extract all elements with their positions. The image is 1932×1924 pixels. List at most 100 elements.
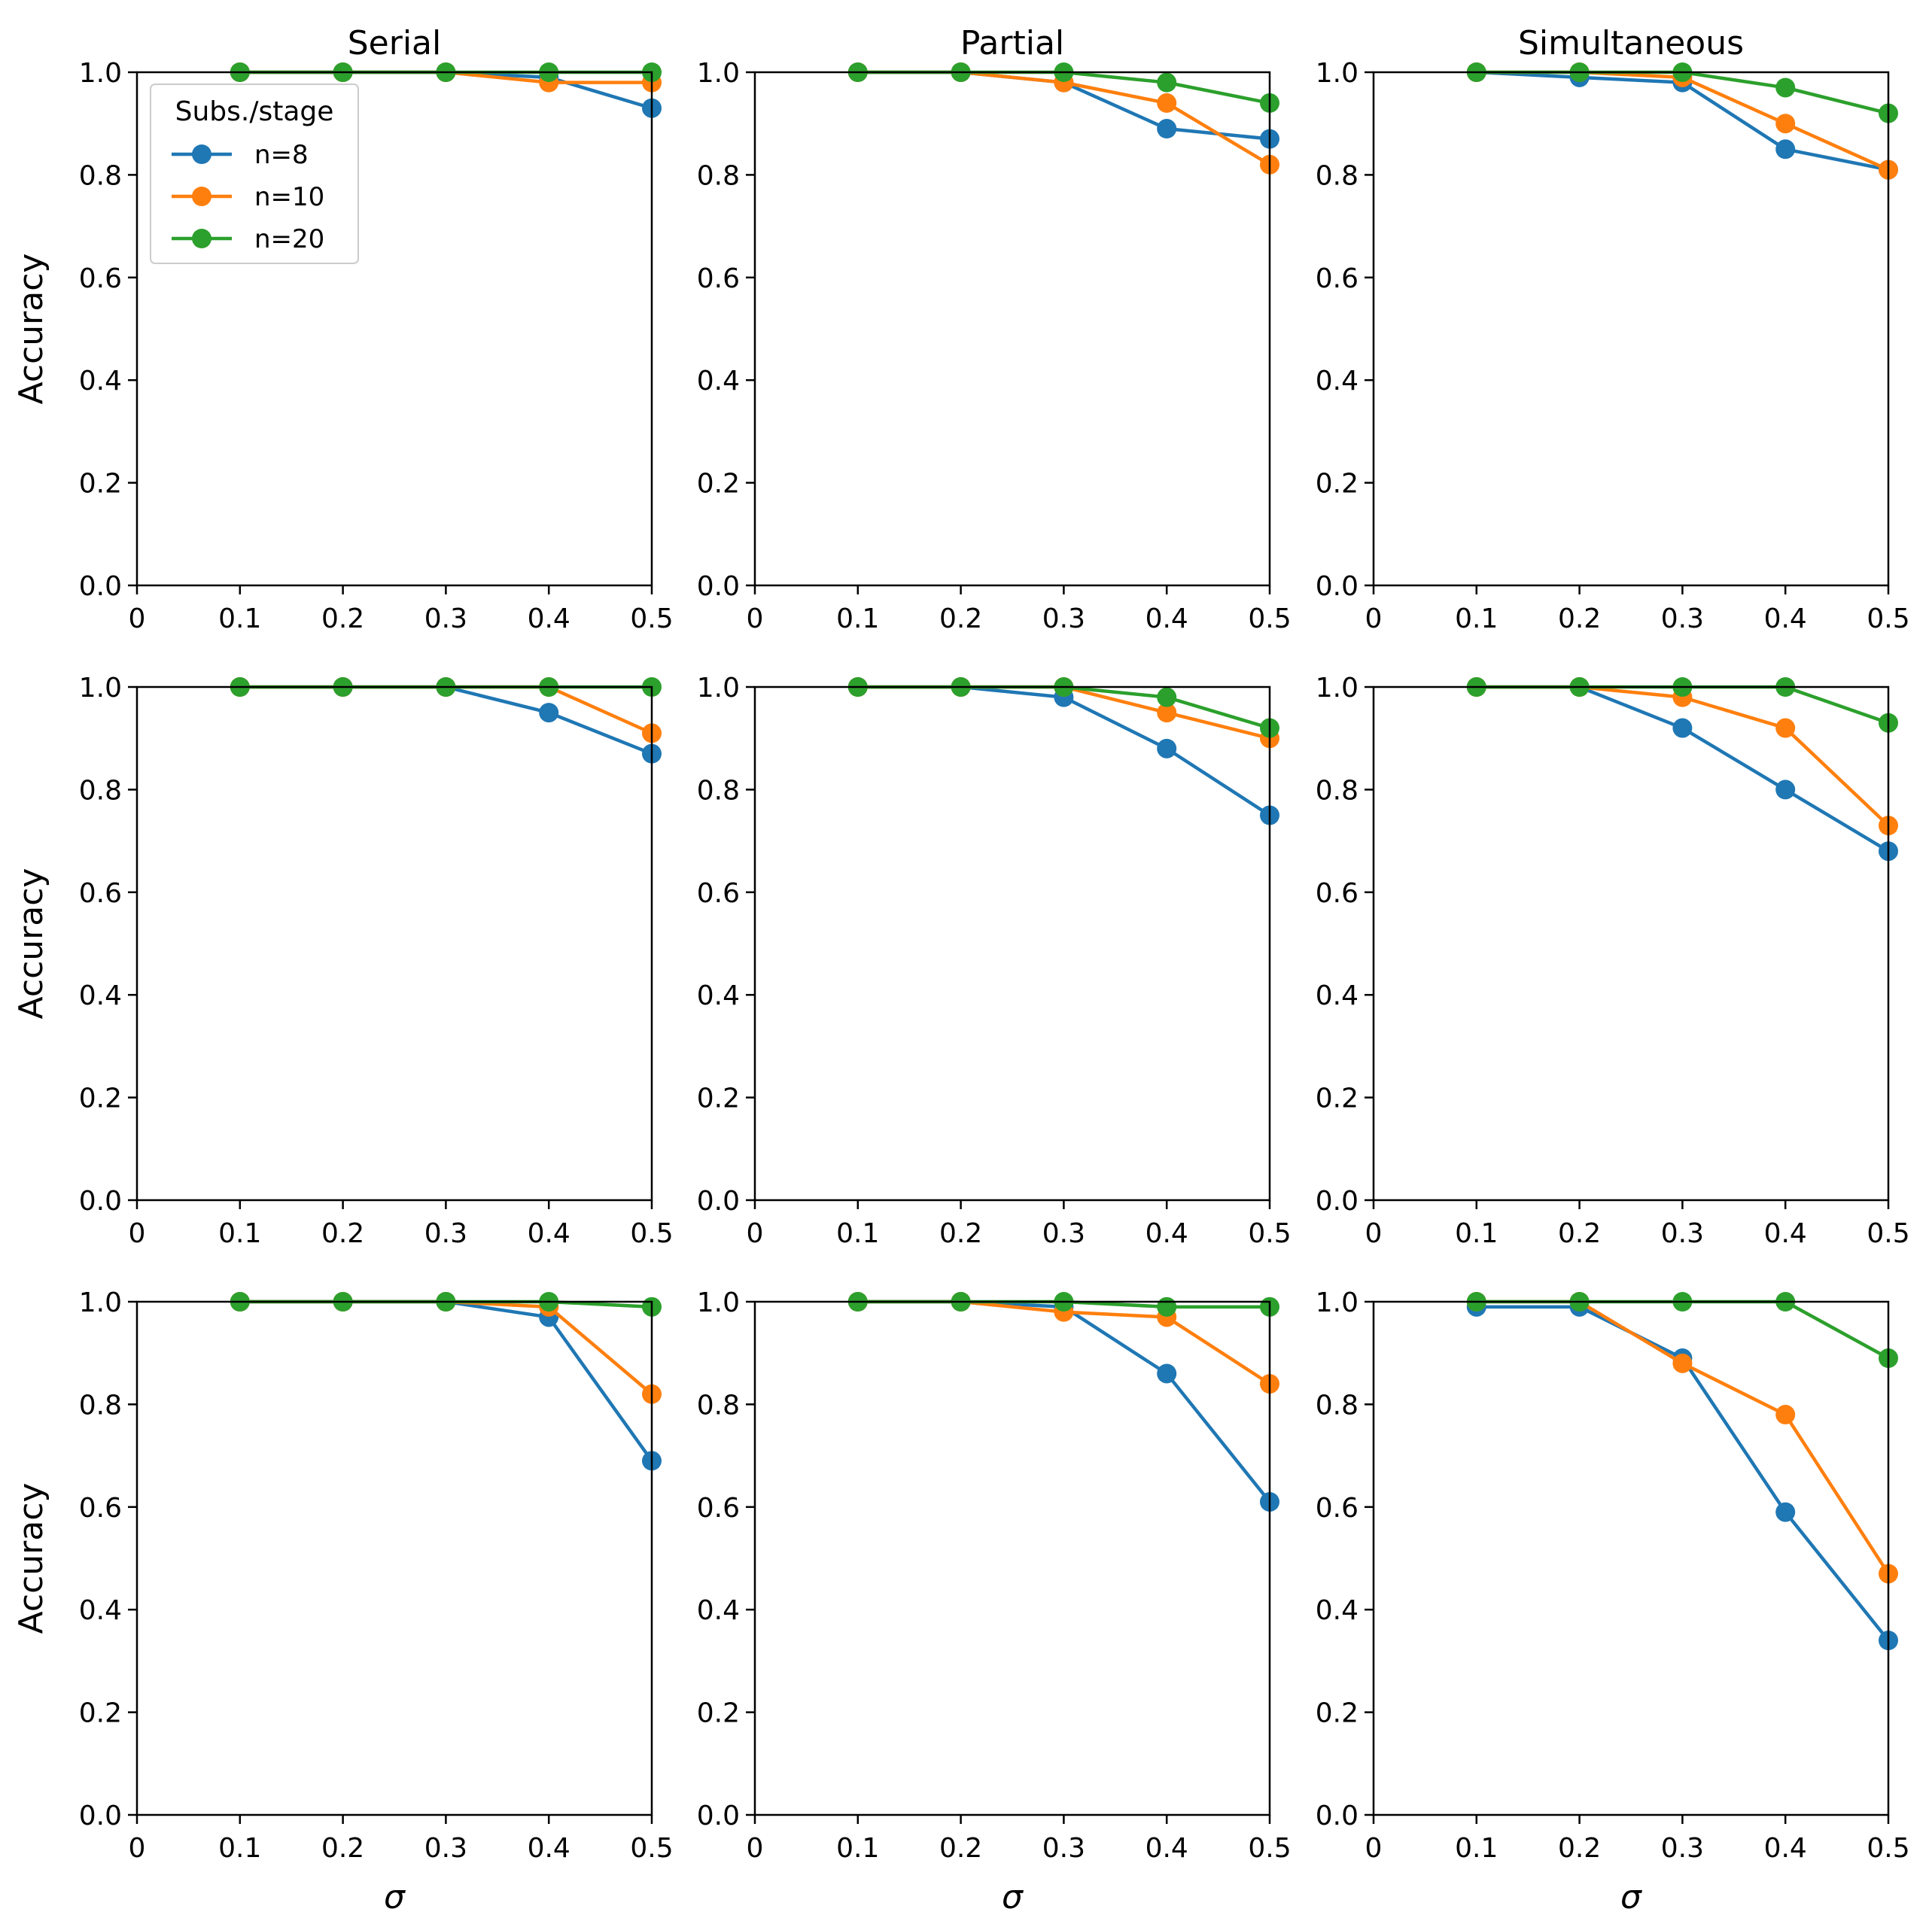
y-tick-label: 0.2 (697, 1084, 740, 1114)
x-tick-label: 0.1 (218, 1218, 261, 1249)
series-line-n8 (239, 1299, 653, 1462)
axes-frame (1372, 1300, 1890, 1816)
legend-box (150, 84, 359, 264)
data-point-n20-3 (1157, 72, 1177, 93)
x-tick-label: 0.4 (1146, 603, 1188, 634)
axes-frame (753, 71, 1271, 587)
x-tick-label: 0.2 (1558, 1218, 1601, 1249)
x-tick-label: 0.4 (1146, 1833, 1188, 1864)
series-line-n10 (239, 1299, 653, 1396)
legend-swatch-marker (192, 229, 211, 248)
y-tick-label: 0.8 (1316, 1390, 1358, 1421)
data-point-n10-3 (1775, 718, 1796, 738)
y-tick-label: 0.6 (79, 263, 122, 294)
x-tick-label: 0 (747, 1218, 764, 1249)
y-tick-label: 0.8 (697, 775, 740, 806)
y-tick-label: 0.2 (1316, 1698, 1358, 1729)
panel-r2-c0: 0.0 0.2 0.4 0.6 0.8 1.0 0 0.1 0.2 0.3 0.4 0.5 Accura… (12, 1287, 674, 1916)
panel-r0-c1: 0.0 0.2 0.4 0.6 0.8 1.0 0 0.1 0.2 0.3 0.4 0.5 Partia… (697, 24, 1292, 634)
y-tick-label: 0.4 (79, 980, 122, 1011)
x-tick-label: 0.5 (1248, 1218, 1291, 1249)
x-tick-label: 0 (747, 603, 764, 634)
y-tick-label: 0.8 (79, 1390, 122, 1421)
y-tick-label: 0.4 (1316, 1595, 1358, 1626)
y-tick-label: 1.0 (79, 1287, 122, 1318)
y-tick-label: 0.2 (1316, 469, 1358, 500)
data-point-n8-3 (1775, 139, 1796, 160)
y-tick-label: 0.2 (1316, 1084, 1358, 1114)
y-axis-label: Accuracy (12, 868, 50, 1020)
x-tick-label: 0.3 (424, 1218, 467, 1249)
series-line-n10 (1476, 1299, 1890, 1575)
y-tick-label: 0.0 (79, 571, 122, 602)
y-tick-label: 0.8 (697, 1390, 740, 1421)
y-tick-label: 0.0 (79, 1186, 122, 1217)
x-tick-label: 0 (129, 1833, 146, 1864)
x-axis-label: σ (1620, 1878, 1642, 1916)
x-tick-label: 0 (1365, 1833, 1383, 1864)
axes-frame (753, 685, 1271, 1202)
y-tick-label: 0.2 (79, 1698, 122, 1729)
y-axis-label: Accuracy (12, 1483, 50, 1634)
y-axis-label: Accuracy (12, 254, 50, 405)
y-tick-label: 0.2 (697, 469, 740, 500)
x-tick-label: 0.2 (939, 603, 982, 634)
data-point-n20-3 (1775, 78, 1796, 98)
y-tick-label: 0.6 (79, 1493, 122, 1524)
x-tick-label: 0.3 (1661, 603, 1704, 634)
data-point-n10-2 (1672, 1353, 1693, 1373)
data-point-n10-3 (1157, 703, 1177, 723)
axes-frame (753, 1300, 1271, 1816)
y-tick-label: 1.0 (79, 58, 122, 89)
x-tick-label: 0.3 (1042, 1833, 1085, 1864)
panel-r0-c2: 0.0 0.2 0.4 0.6 0.8 1.0 0 0.1 0.2 0.3 0.4 0.5 Simult… (1316, 24, 1910, 634)
panel-r2-c2: 0.0 0.2 0.4 0.6 0.8 1.0 0 0.1 0.2 0.3 0.4 0.5 σ (1316, 1287, 1910, 1916)
x-tick-label: 0.3 (1042, 603, 1085, 634)
series-line-n8 (857, 1299, 1271, 1503)
y-tick-label: 0.6 (79, 878, 122, 909)
data-point-n8-3 (1775, 1502, 1796, 1522)
axes-frame (1372, 71, 1890, 587)
y-tick-label: 0.0 (1316, 571, 1358, 602)
panel-r1-c0: 0.0 0.2 0.4 0.6 0.8 1.0 0 0.1 0.2 0.3 0.4 0.5 Accura… (12, 673, 674, 1249)
y-tick-label: 0.0 (697, 1801, 740, 1831)
data-point-n20-3 (1157, 1296, 1177, 1317)
x-tick-label: 0 (1365, 1218, 1383, 1249)
y-tick-label: 0.0 (697, 571, 740, 602)
x-tick-label: 0.3 (1042, 1218, 1085, 1249)
x-tick-label: 0.3 (1661, 1218, 1704, 1249)
panel-title: Partial (960, 24, 1064, 62)
x-tick-label: 0.1 (1455, 1218, 1498, 1249)
y-tick-label: 1.0 (1316, 1287, 1358, 1318)
y-tick-label: 0.4 (1316, 366, 1358, 397)
legend-label: n=8 (254, 140, 309, 170)
legend-swatch-marker (192, 187, 211, 206)
y-tick-label: 0.8 (79, 775, 122, 806)
x-tick-label: 0.3 (424, 603, 467, 634)
x-tick-label: 0.2 (939, 1833, 982, 1864)
y-tick-label: 1.0 (697, 673, 740, 704)
x-tick-label: 0.4 (1146, 1218, 1188, 1249)
x-tick-label: 0 (747, 1833, 764, 1864)
axes-frame (1372, 685, 1890, 1202)
y-tick-label: 0.8 (697, 160, 740, 191)
panel-r1-c1: 0.0 0.2 0.4 0.6 0.8 1.0 0 0.1 0.2 0.3 0.4 0.5 (697, 673, 1292, 1249)
y-tick-label: 1.0 (697, 1287, 740, 1318)
series-line-n10 (1476, 685, 1890, 827)
panel-r1-c2: 0.0 0.2 0.4 0.6 0.8 1.0 0 0.1 0.2 0.3 0.4 0.5 (1316, 673, 1910, 1249)
data-point-n10-3 (1157, 93, 1177, 113)
panel-title: Simultaneous (1518, 24, 1744, 62)
y-tick-label: 0.4 (697, 980, 740, 1011)
y-tick-label: 0.4 (697, 366, 740, 397)
y-tick-label: 0.6 (697, 1493, 740, 1524)
data-point-n10-3 (1775, 1405, 1796, 1425)
x-tick-label: 0.1 (218, 1833, 261, 1864)
y-tick-label: 0.4 (1316, 980, 1358, 1011)
x-tick-label: 0.1 (836, 603, 879, 634)
x-tick-label: 0.4 (1764, 603, 1807, 634)
x-tick-label: 0.4 (528, 1218, 570, 1249)
y-tick-label: 0.0 (1316, 1801, 1358, 1831)
y-tick-label: 0.6 (697, 878, 740, 909)
y-tick-label: 1.0 (79, 673, 122, 704)
x-tick-label: 0.2 (1558, 1833, 1601, 1864)
